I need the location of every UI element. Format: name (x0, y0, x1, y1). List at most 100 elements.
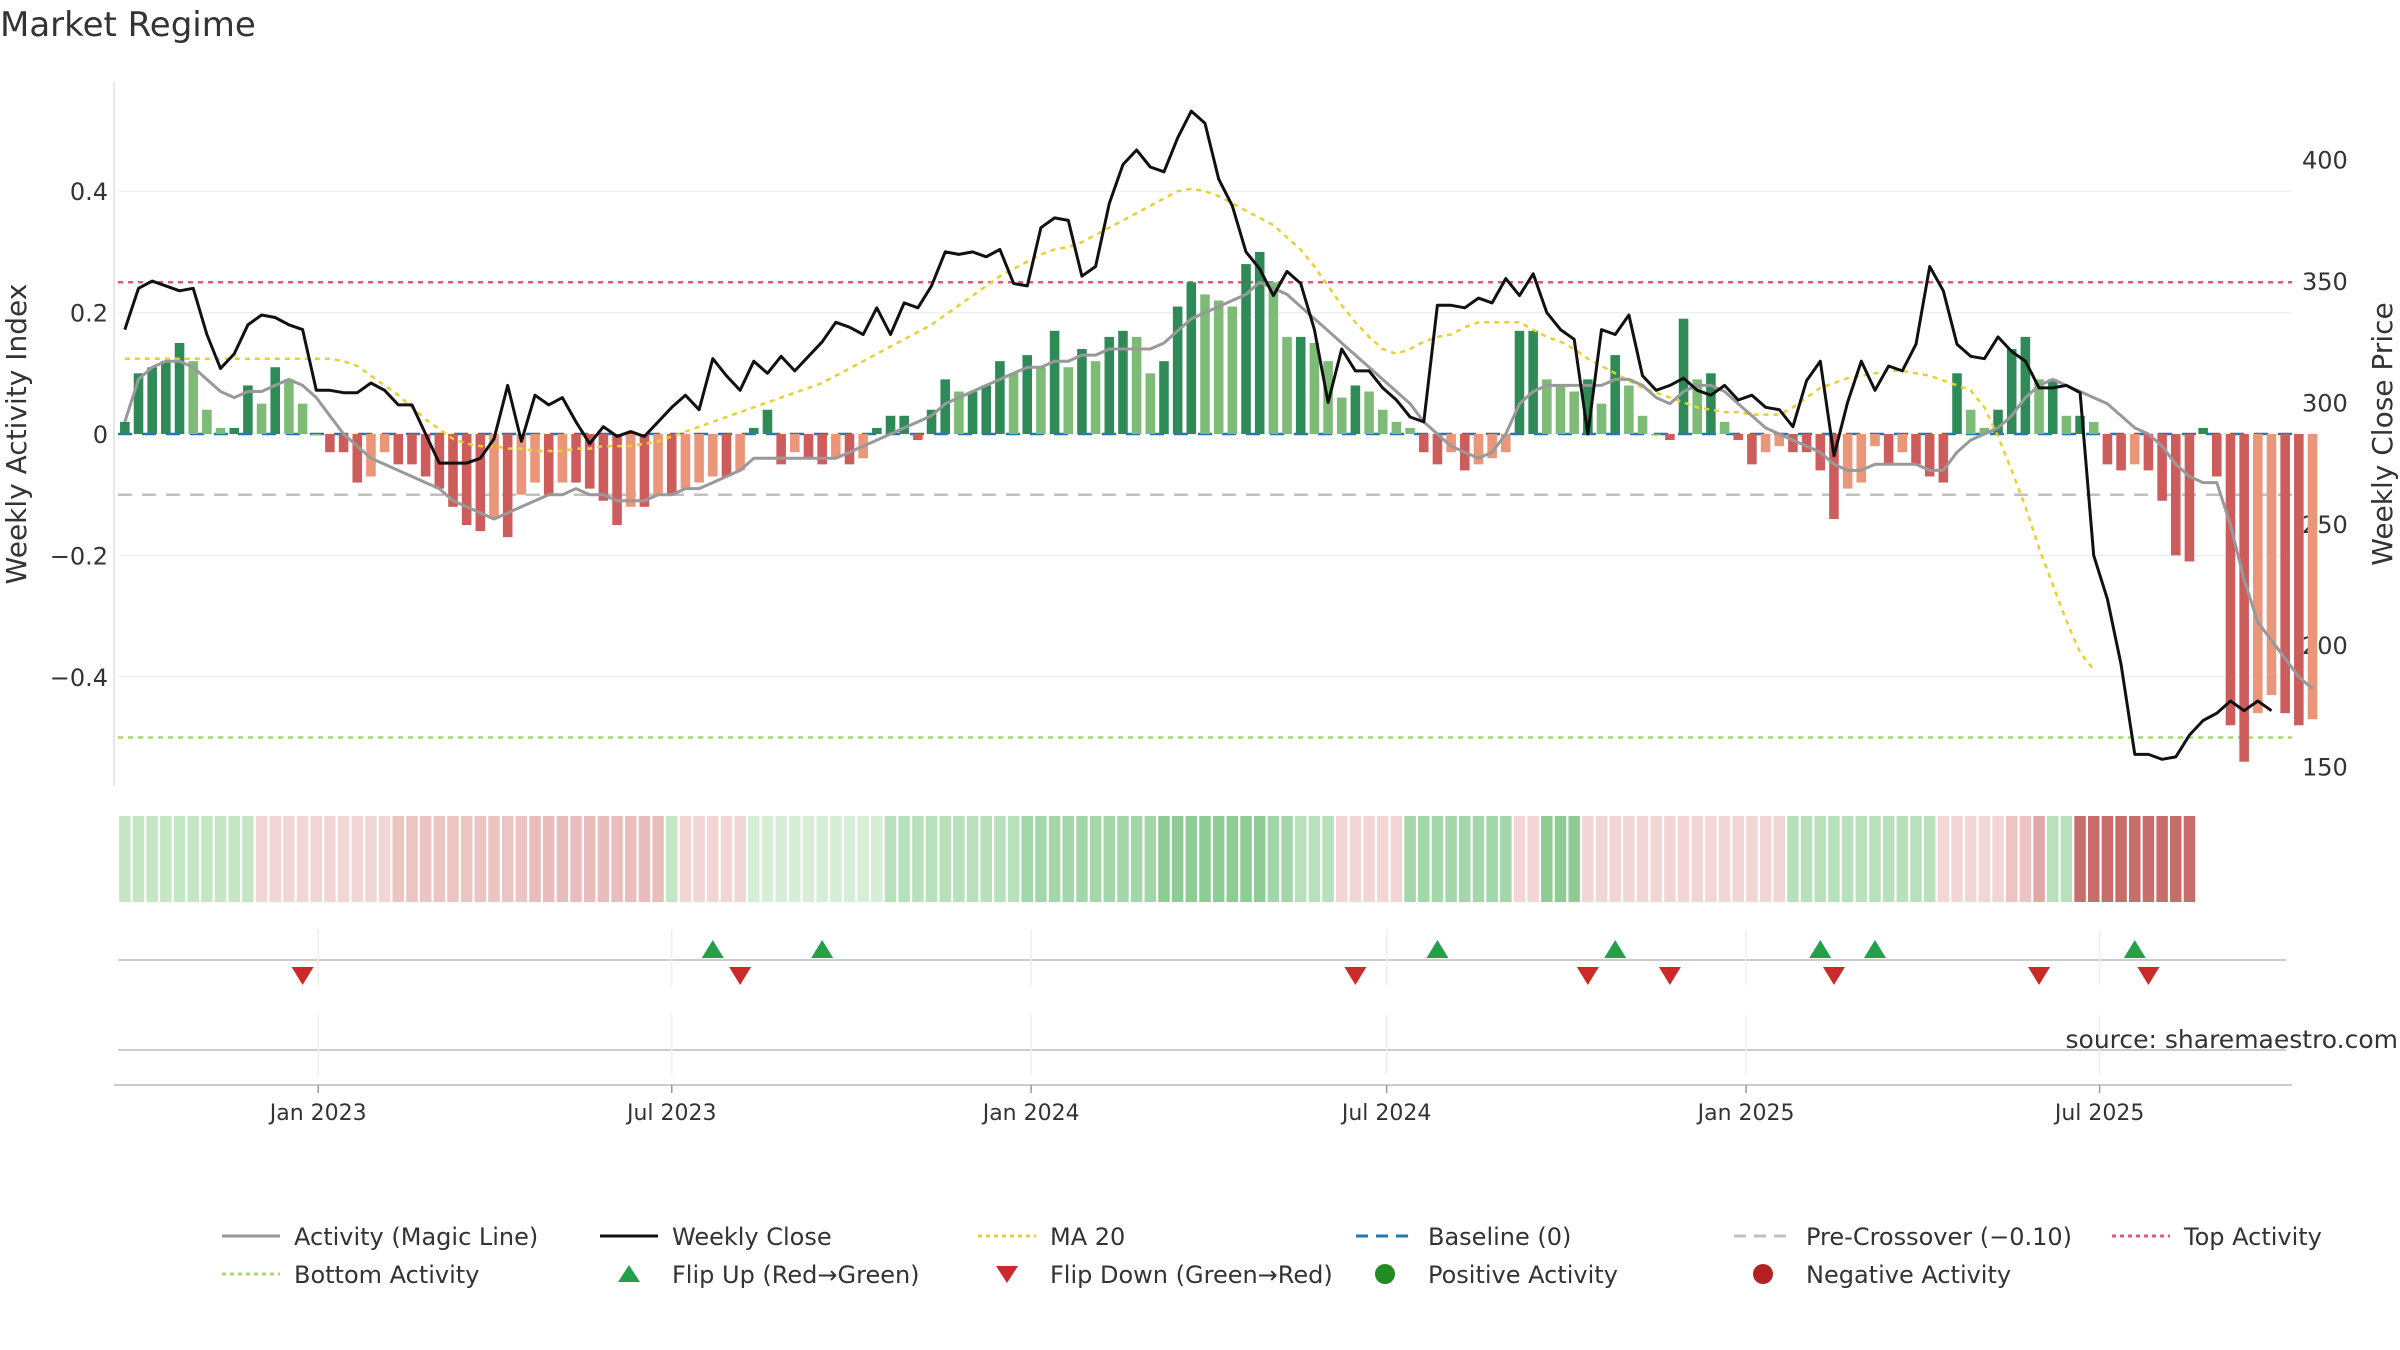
activity-bar (1938, 434, 1949, 483)
activity-bar (1555, 385, 1566, 434)
legend-item-pos: Positive Activity (1375, 1261, 1618, 1289)
regime-cell (1568, 816, 1580, 902)
activity-bar (2075, 415, 2085, 434)
regime-cell (843, 816, 856, 902)
activity-bar (188, 361, 198, 434)
regime-cell (474, 816, 487, 902)
chart-title: Market Regime (0, 5, 256, 45)
activity-bar (2006, 349, 2017, 434)
regime-cell (2087, 816, 2100, 902)
activity-bar (1829, 434, 1839, 519)
regime-cell (378, 816, 391, 902)
legend-swatch (1375, 1264, 1395, 1284)
activity-bar (762, 409, 773, 434)
regime-cell (1349, 816, 1362, 902)
regime-cell (1855, 816, 1868, 902)
regime-cell (1554, 816, 1567, 902)
regime-cell (1500, 816, 1512, 902)
regime-cell (337, 816, 350, 902)
activity-bar (557, 434, 568, 483)
activity-bar (653, 434, 663, 495)
regime-cell (1691, 816, 1703, 902)
activity-bar (270, 367, 281, 434)
activity-bar (1282, 336, 1292, 434)
flip-down-marker (291, 967, 314, 985)
activity-bar (543, 434, 554, 495)
activity-bar (1473, 434, 1484, 465)
activity-bar (1965, 409, 1976, 434)
activity-bar (1665, 434, 1675, 441)
regime-cell (1308, 816, 1321, 902)
flip-up-marker (701, 940, 724, 958)
activity-bar (1979, 427, 1990, 434)
activity-bar (2102, 434, 2113, 465)
regime-cell (283, 816, 295, 902)
right-tick-label: 300 (2302, 389, 2348, 417)
activity-bar (1487, 434, 1497, 459)
activity-bar (1911, 434, 1921, 465)
activity-bar (1364, 391, 1374, 434)
x-tick-label: Jul 2024 (1340, 1101, 1432, 1126)
regime-cell (187, 816, 199, 902)
activity-bar (1883, 434, 1894, 465)
activity-bar (926, 409, 937, 434)
regime-cell (2115, 816, 2127, 902)
regime-cell (570, 816, 582, 902)
regime-cell (720, 816, 733, 902)
regime-cell (748, 816, 760, 902)
activity-bar (297, 403, 308, 434)
activity-bar (1542, 379, 1552, 434)
activity-bar (530, 434, 540, 483)
regime-cell (1732, 816, 1744, 902)
regime-cell (2170, 816, 2182, 902)
activity-bar (1501, 434, 1511, 453)
activity-bar (448, 434, 458, 507)
activity-bar (2307, 434, 2318, 720)
activity-bar (1842, 434, 1853, 489)
activity-bar (790, 434, 800, 453)
regime-cell (1089, 816, 1102, 902)
regime-cell (173, 816, 186, 902)
regime-cell (119, 816, 131, 902)
regime-cell (1513, 816, 1526, 902)
regime-cell (2074, 816, 2086, 902)
activity-bar (584, 434, 595, 489)
activity-bar (1131, 336, 1142, 434)
flip-up-marker (1809, 940, 1832, 958)
legend-item-flipdown: Flip Down (Green→Red) (996, 1261, 1333, 1289)
regime-cell (2060, 816, 2073, 902)
regime-cell (1240, 816, 1252, 902)
activity-bar (2266, 434, 2277, 695)
regime-cell (1322, 816, 1334, 902)
activity-bar (666, 434, 677, 495)
activity-bar (1624, 385, 1634, 434)
series-lines (123, 109, 2314, 761)
x-tick-label: Jan 2023 (268, 1101, 367, 1126)
activity-bar (1446, 434, 1456, 453)
regime-cell (1800, 816, 1813, 902)
activity-bar (1569, 391, 1579, 434)
activity-bar (612, 434, 622, 526)
flip-down-marker (1822, 967, 1845, 985)
activity-bar (1159, 361, 1169, 434)
activity-bar (967, 391, 978, 434)
regime-cell (255, 816, 268, 902)
activity-bar (1637, 415, 1648, 434)
legend-label: Negative Activity (1806, 1261, 2011, 1289)
activity-bar (1897, 434, 1908, 453)
activity-bar (872, 427, 882, 434)
activity-bar (1186, 282, 1197, 434)
activity-bar (1432, 434, 1443, 465)
flip-up-marker (1426, 940, 1449, 958)
activity-bar (1227, 306, 1238, 434)
left-tick-label: −0.2 (50, 542, 108, 570)
regime-cell (419, 816, 432, 902)
regime-cell (1007, 816, 1020, 902)
regime-cell (1390, 816, 1403, 902)
regime-cell (1841, 816, 1854, 902)
activity-bar (844, 434, 855, 465)
flip-markers (118, 930, 2286, 1075)
regime-cell (1294, 816, 1307, 902)
regime-cell (351, 816, 364, 902)
regime-cell (1951, 816, 1963, 902)
